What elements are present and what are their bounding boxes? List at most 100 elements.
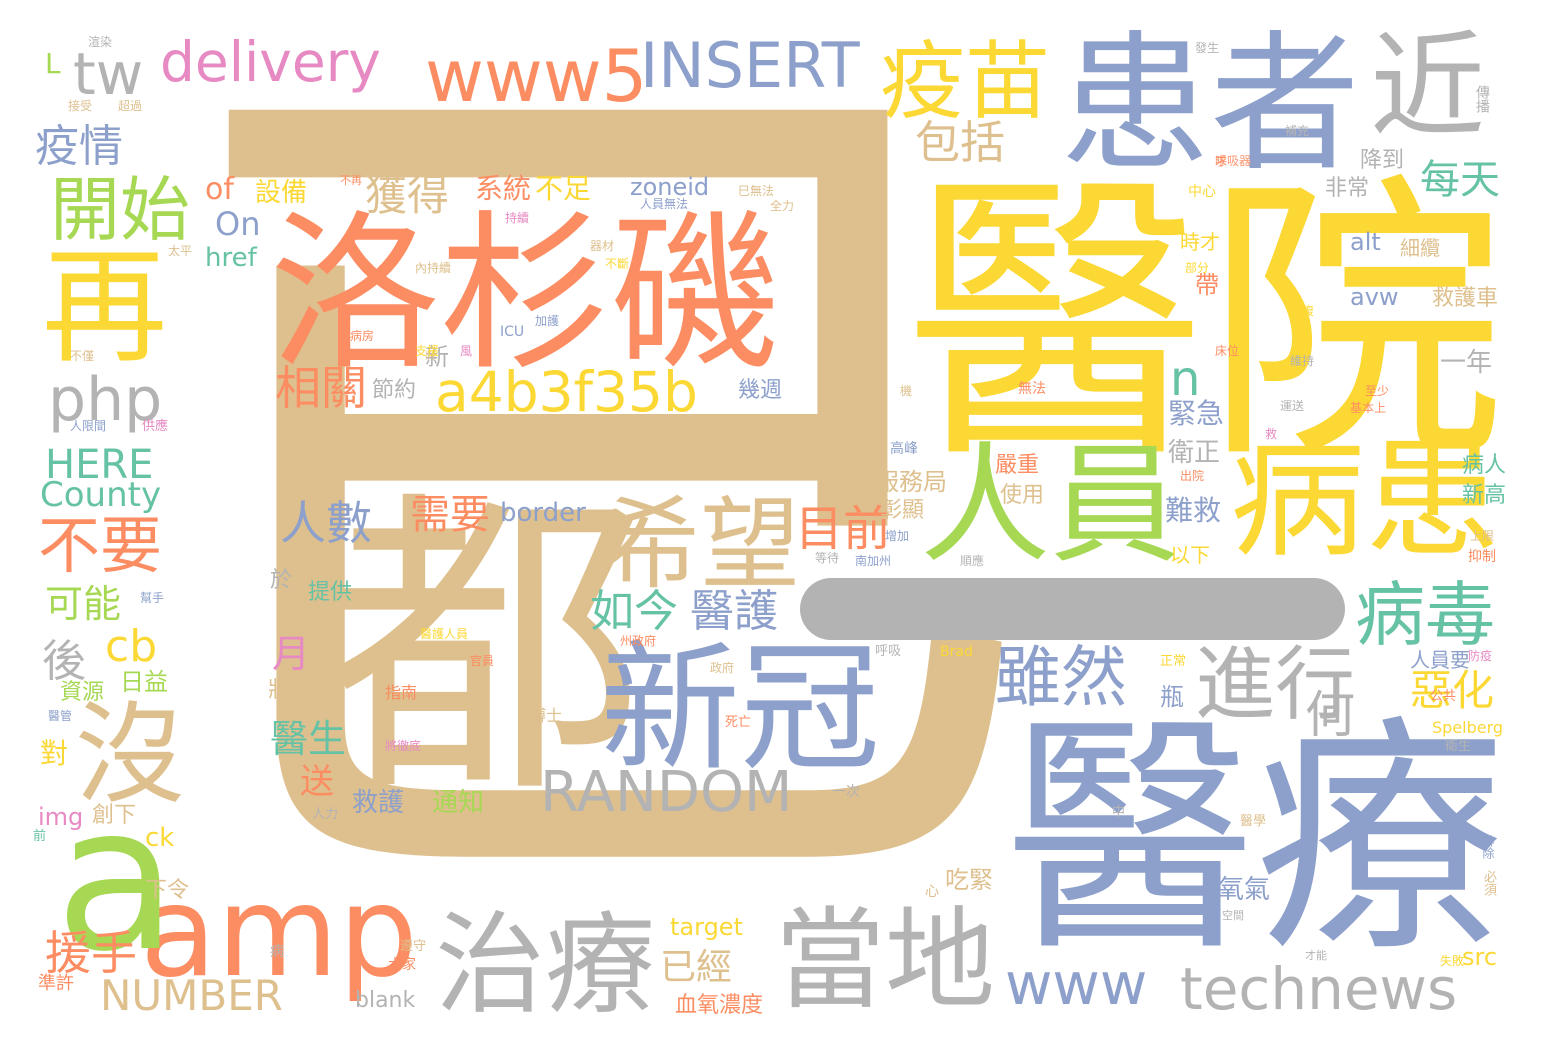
word-quezhen: 確診 xyxy=(490,809,515,823)
word-county: County xyxy=(40,475,162,515)
word-feng: 風 xyxy=(460,344,473,358)
word-buduan: 不斷 xyxy=(605,257,630,271)
word-buzai: 不再 xyxy=(340,174,362,187)
word-renli: 人力 xyxy=(312,807,339,822)
word-tw: tw xyxy=(73,40,144,108)
word-yanzhong: 嚴重 xyxy=(995,453,1040,478)
word-zai: 再 xyxy=(42,235,167,380)
word-fangyi: 防疫 xyxy=(1468,649,1493,663)
word-jiang: 將 xyxy=(425,349,436,362)
word-jiu: 救 xyxy=(1265,427,1278,441)
word-shicai: 時才 xyxy=(1180,230,1220,254)
word-href: href xyxy=(205,243,257,273)
word-qian: 前 xyxy=(33,829,47,844)
word-on: On xyxy=(215,205,261,243)
word-kongjian: 空間 xyxy=(1222,909,1244,922)
word-yinian: 一年 xyxy=(1440,348,1493,378)
word-yiyuan: 醫院 xyxy=(905,150,1505,499)
word-ehua: 惡化 xyxy=(1410,666,1495,715)
word-bujin: 不僅 xyxy=(70,349,95,363)
word-qicai: 器材 xyxy=(590,239,615,253)
word-zoneid: zoneid xyxy=(630,173,710,201)
word-jieshou: 接受 xyxy=(68,99,93,113)
word-jiangdao: 降到 xyxy=(1360,148,1405,173)
word-rujin: 如今 xyxy=(590,586,678,637)
word-delivery: delivery xyxy=(160,30,381,94)
word-number: NUMBER xyxy=(100,971,283,1020)
word-zhong: 中 xyxy=(1112,805,1126,820)
word-caineng: 才能 xyxy=(1305,949,1327,962)
word-suiran: 雖然 xyxy=(995,639,1127,716)
word-a4b3f35b: a4b3f35b xyxy=(435,360,698,424)
word-nanjiazhou: 南加州 xyxy=(855,554,892,568)
word-yici: 一次 xyxy=(832,784,860,800)
word-xiwang: 希望 xyxy=(600,486,800,603)
word-huanzhe: 患者 xyxy=(1060,18,1361,192)
word-gaofeng: 高峰 xyxy=(890,441,918,457)
word-qiu: 求 xyxy=(1215,154,1228,168)
word-baokuo: 包括 xyxy=(915,116,1006,169)
word-jinji: 緊急 xyxy=(1168,397,1225,430)
word-yunsong: 運送 xyxy=(1280,399,1305,413)
word-renshu: 人數 xyxy=(280,496,372,550)
word-he: 何 xyxy=(1305,686,1355,744)
word-zengjia: 增加 xyxy=(885,529,910,543)
word-huxiqi: 呼吸器 xyxy=(1215,154,1252,168)
word-chijin: 吃緊 xyxy=(945,866,993,894)
word-chixu: 持續 xyxy=(505,211,530,225)
word-avw: avw xyxy=(1350,283,1399,311)
word-yixue: 醫學 xyxy=(1240,814,1267,829)
word-amp: amp xyxy=(140,860,418,1005)
word-gongying: 供應 xyxy=(142,419,169,434)
word-renxianjian: 人限間 xyxy=(70,419,107,433)
word-feichang: 非常 xyxy=(1325,176,1370,201)
word-renyuanwufa: 人員無法 xyxy=(640,197,689,211)
word-dai: 帶 xyxy=(1195,271,1219,299)
word-jibenshang: 基本上 xyxy=(1350,401,1387,415)
word-yuanshou: 援手 xyxy=(45,926,137,980)
word-luoshanji: 洛杉磯 xyxy=(270,196,781,394)
word-icu: ICU xyxy=(500,324,525,340)
word-yangqi: 氧氣 xyxy=(1218,875,1271,905)
word-fasheng: 發生 xyxy=(1195,41,1220,55)
word-zunshou: 遵守 xyxy=(400,939,427,954)
word-jin: 近 xyxy=(1370,20,1486,154)
word-guanyuan: 官員 xyxy=(470,654,495,668)
word-xilan: 細纜 xyxy=(1400,236,1440,260)
word-quanli: 全力 xyxy=(770,199,795,213)
word-huifu: 恢復 xyxy=(1290,304,1315,318)
word-xueyang: 血氧濃度 xyxy=(675,993,764,1018)
word-song: 送 xyxy=(300,762,334,802)
word-bingfang: 病房 xyxy=(350,329,375,343)
word-xin2: 心 xyxy=(925,884,939,900)
word-xingao: 新高 xyxy=(1462,483,1507,508)
word-huxi: 呼吸 xyxy=(875,644,902,659)
word-dash-yi xyxy=(800,578,1345,640)
word-jiangchedi: 將徹底 xyxy=(385,739,422,753)
word-binghuan: 病患 xyxy=(1230,419,1500,576)
word-jieyue: 節約 xyxy=(372,378,417,403)
word-neichixu: 內持續 xyxy=(415,261,452,275)
word-fuwuju: 服務局 xyxy=(875,468,947,496)
word-yiliao: 醫療 xyxy=(1005,694,1505,985)
word-jiuhu: 救護 xyxy=(352,788,405,818)
word-a: a xyxy=(55,763,178,996)
word-xin: 新 xyxy=(425,343,449,371)
word-yihu: 醫護 xyxy=(690,586,778,637)
word-xiangguan: 相關 xyxy=(275,361,367,415)
word-renyuanyao: 人員要 xyxy=(1410,648,1470,672)
word-xinguan: 新冠 xyxy=(600,628,881,791)
word-keneng: 可能 xyxy=(45,582,122,626)
word-yisheng: 醫生 xyxy=(270,717,347,761)
word-weisheng: 衛生 xyxy=(1445,739,1472,754)
word-mei: 沒 xyxy=(75,691,185,819)
word-shiyong: 使用 xyxy=(1000,483,1045,508)
word-xuyao: 需要 xyxy=(410,492,490,538)
word-ziyuan: 資源 xyxy=(60,680,105,705)
word-dou: 都 xyxy=(325,464,645,836)
word-chuyuan: 出院 xyxy=(1180,469,1205,483)
word-jiahu: 加護 xyxy=(535,314,560,328)
word-ck: ck xyxy=(145,823,175,853)
word-weichi: 維持 xyxy=(1290,354,1315,368)
